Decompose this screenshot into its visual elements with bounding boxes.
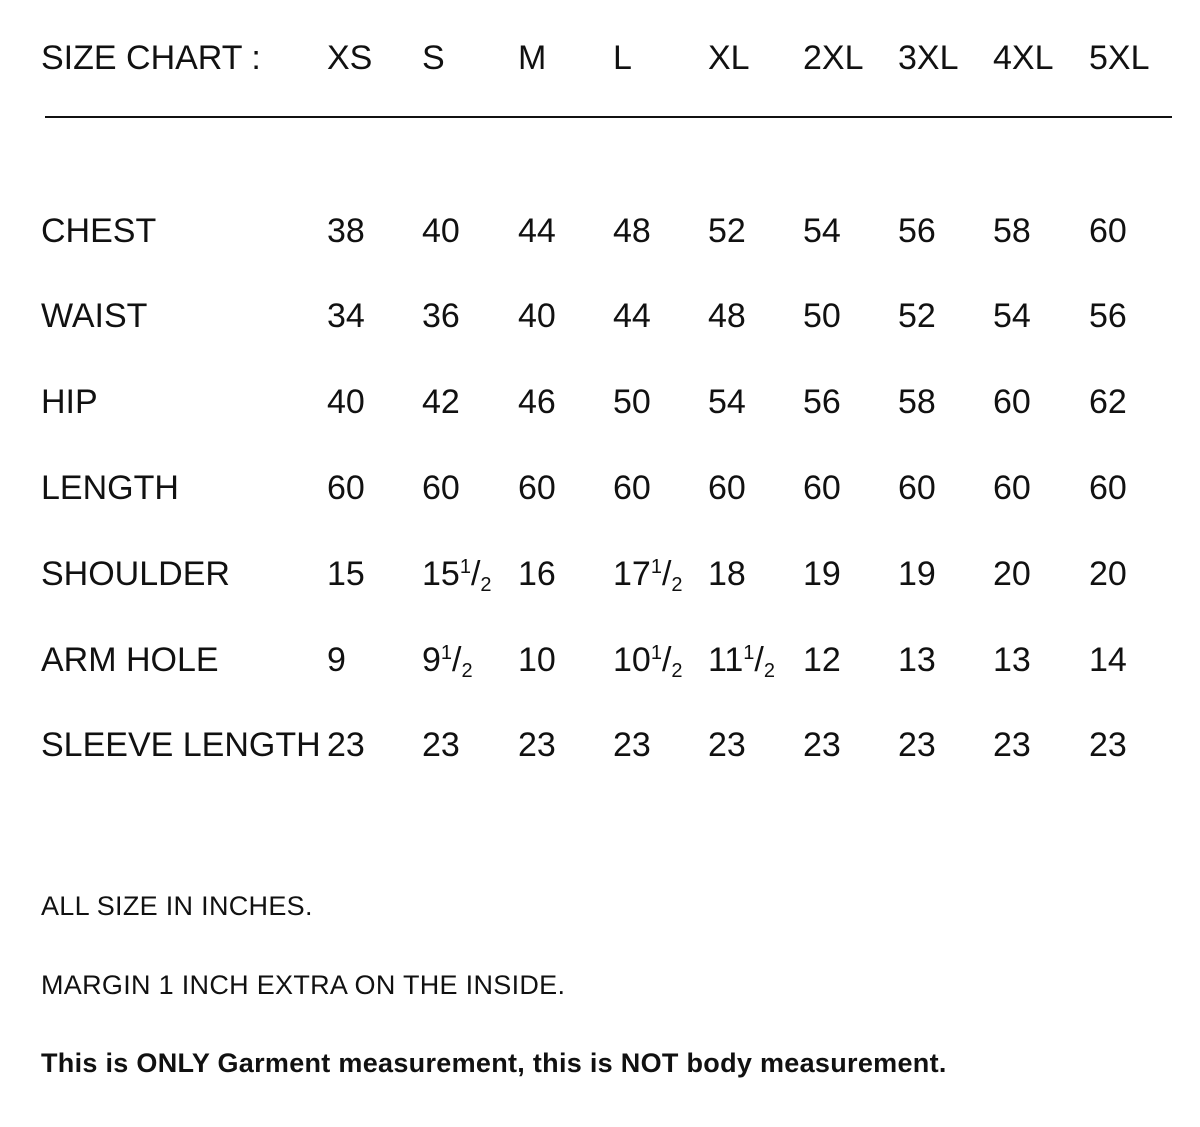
measurement-cell: 13 — [898, 641, 936, 679]
measurement-cell: 23 — [1089, 726, 1127, 764]
measurement-cell: 56 — [898, 212, 936, 250]
measurement-cell: 23 — [708, 726, 746, 764]
measurement-cell: 15 — [327, 555, 365, 593]
measurement-cell: 44 — [518, 212, 556, 250]
measurement-cell: 101/2 — [613, 641, 683, 682]
measurement-cell: 56 — [1089, 297, 1127, 335]
note-garment-measurement: This is ONLY Garment measurement, this i… — [41, 1048, 947, 1078]
size-header: 3XL — [898, 39, 959, 77]
measurement-cell: 60 — [327, 469, 365, 507]
measurement-cell: 23 — [898, 726, 936, 764]
measurement-cell: 52 — [708, 212, 746, 250]
measurement-cell: 60 — [1089, 469, 1127, 507]
row-label: WAIST — [41, 297, 148, 335]
measurement-cell: 52 — [898, 297, 936, 335]
row-label: LENGTH — [41, 469, 179, 507]
size-header: 5XL — [1089, 39, 1150, 77]
measurement-cell: 19 — [898, 555, 936, 593]
measurement-cell: 60 — [708, 469, 746, 507]
row-label: ARM HOLE — [41, 641, 219, 679]
measurement-cell: 16 — [518, 555, 556, 593]
measurement-cell: 58 — [898, 383, 936, 421]
header-divider — [45, 116, 1172, 118]
measurement-cell: 18 — [708, 555, 746, 593]
measurement-cell: 23 — [613, 726, 651, 764]
measurement-cell: 151/2 — [422, 555, 492, 596]
measurement-cell: 54 — [708, 383, 746, 421]
measurement-cell: 60 — [422, 469, 460, 507]
measurement-cell: 46 — [518, 383, 556, 421]
measurement-cell: 23 — [803, 726, 841, 764]
measurement-cell: 60 — [993, 469, 1031, 507]
measurement-cell: 44 — [613, 297, 651, 335]
measurement-cell: 60 — [518, 469, 556, 507]
size-header: M — [518, 39, 547, 77]
measurement-cell: 60 — [803, 469, 841, 507]
measurement-cell: 20 — [993, 555, 1031, 593]
measurement-cell: 91/2 — [422, 641, 473, 682]
row-label: HIP — [41, 383, 98, 421]
measurement-cell: 34 — [327, 297, 365, 335]
measurement-cell: 40 — [518, 297, 556, 335]
measurement-cell: 23 — [327, 726, 365, 764]
measurement-cell: 48 — [613, 212, 651, 250]
size-header: XL — [708, 39, 750, 77]
measurement-cell: 60 — [898, 469, 936, 507]
measurement-cell: 62 — [1089, 383, 1127, 421]
note-units: ALL SIZE IN INCHES. — [41, 891, 313, 921]
measurement-cell: 13 — [993, 641, 1031, 679]
measurement-cell: 40 — [422, 212, 460, 250]
measurement-cell: 14 — [1089, 641, 1127, 679]
measurement-cell: 12 — [803, 641, 841, 679]
measurement-cell: 19 — [803, 555, 841, 593]
measurement-cell: 23 — [518, 726, 556, 764]
size-header: XS — [327, 39, 373, 77]
measurement-cell: 20 — [1089, 555, 1127, 593]
measurement-cell: 10 — [518, 641, 556, 679]
measurement-cell: 23 — [422, 726, 460, 764]
size-header: 2XL — [803, 39, 864, 77]
measurement-cell: 38 — [327, 212, 365, 250]
chart-title: SIZE CHART : — [41, 39, 261, 77]
measurement-cell: 40 — [327, 383, 365, 421]
measurement-cell: 60 — [993, 383, 1031, 421]
measurement-cell: 171/2 — [613, 555, 683, 596]
measurement-cell: 42 — [422, 383, 460, 421]
measurement-cell: 54 — [803, 212, 841, 250]
note-margin: MARGIN 1 INCH EXTRA ON THE INSIDE. — [41, 970, 566, 1000]
size-header: L — [613, 39, 632, 77]
measurement-cell: 60 — [1089, 212, 1127, 250]
row-label: SLEEVE LENGTH — [41, 726, 321, 764]
size-header: S — [422, 39, 445, 77]
measurement-cell: 111/2 — [708, 641, 775, 682]
row-label: CHEST — [41, 212, 157, 250]
measurement-cell: 50 — [803, 297, 841, 335]
measurement-cell: 56 — [803, 383, 841, 421]
measurement-cell: 48 — [708, 297, 746, 335]
size-header: 4XL — [993, 39, 1054, 77]
row-label: SHOULDER — [41, 555, 230, 593]
measurement-cell: 54 — [993, 297, 1031, 335]
measurement-cell: 23 — [993, 726, 1031, 764]
measurement-cell: 9 — [327, 641, 346, 679]
measurement-cell: 50 — [613, 383, 651, 421]
measurement-cell: 36 — [422, 297, 460, 335]
measurement-cell: 58 — [993, 212, 1031, 250]
measurement-cell: 60 — [613, 469, 651, 507]
